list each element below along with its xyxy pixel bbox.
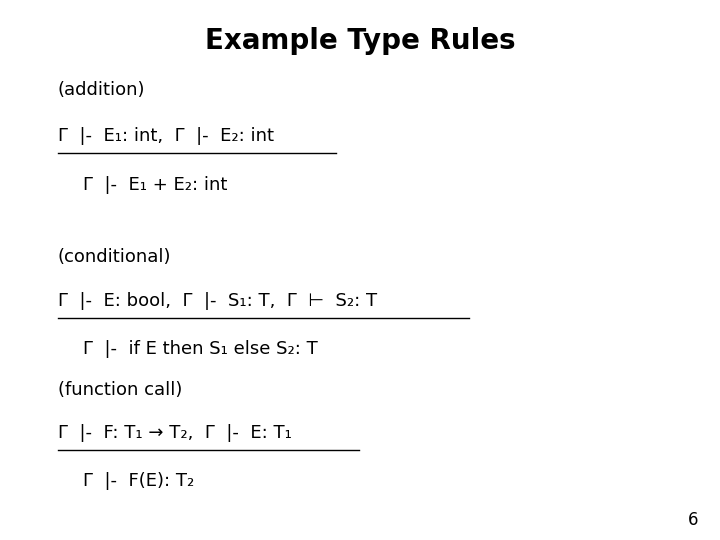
Text: (conditional): (conditional) [58, 248, 171, 266]
Text: Example Type Rules: Example Type Rules [204, 27, 516, 55]
Text: Γ  |-  E: bool,  Γ  |-  S₁: T,  Γ  ⊢  S₂: T: Γ |- E: bool, Γ |- S₁: T, Γ ⊢ S₂: T [58, 292, 377, 309]
Text: 6: 6 [688, 511, 698, 529]
Text: (addition): (addition) [58, 81, 145, 99]
Text: Γ  |-  E₁ + E₂: int: Γ |- E₁ + E₂: int [83, 176, 228, 193]
Text: Γ  |-  if E then S₁ else S₂: T: Γ |- if E then S₁ else S₂: T [83, 340, 318, 358]
Text: Γ  |-  E₁: int,  Γ  |-  E₂: int: Γ |- E₁: int, Γ |- E₂: int [58, 127, 274, 145]
Text: (function call): (function call) [58, 381, 182, 399]
Text: Γ  |-  F: T₁ → T₂,  Γ  |-  E: T₁: Γ |- F: T₁ → T₂, Γ |- E: T₁ [58, 424, 292, 442]
Text: Γ  |-  F(E): T₂: Γ |- F(E): T₂ [83, 472, 194, 490]
